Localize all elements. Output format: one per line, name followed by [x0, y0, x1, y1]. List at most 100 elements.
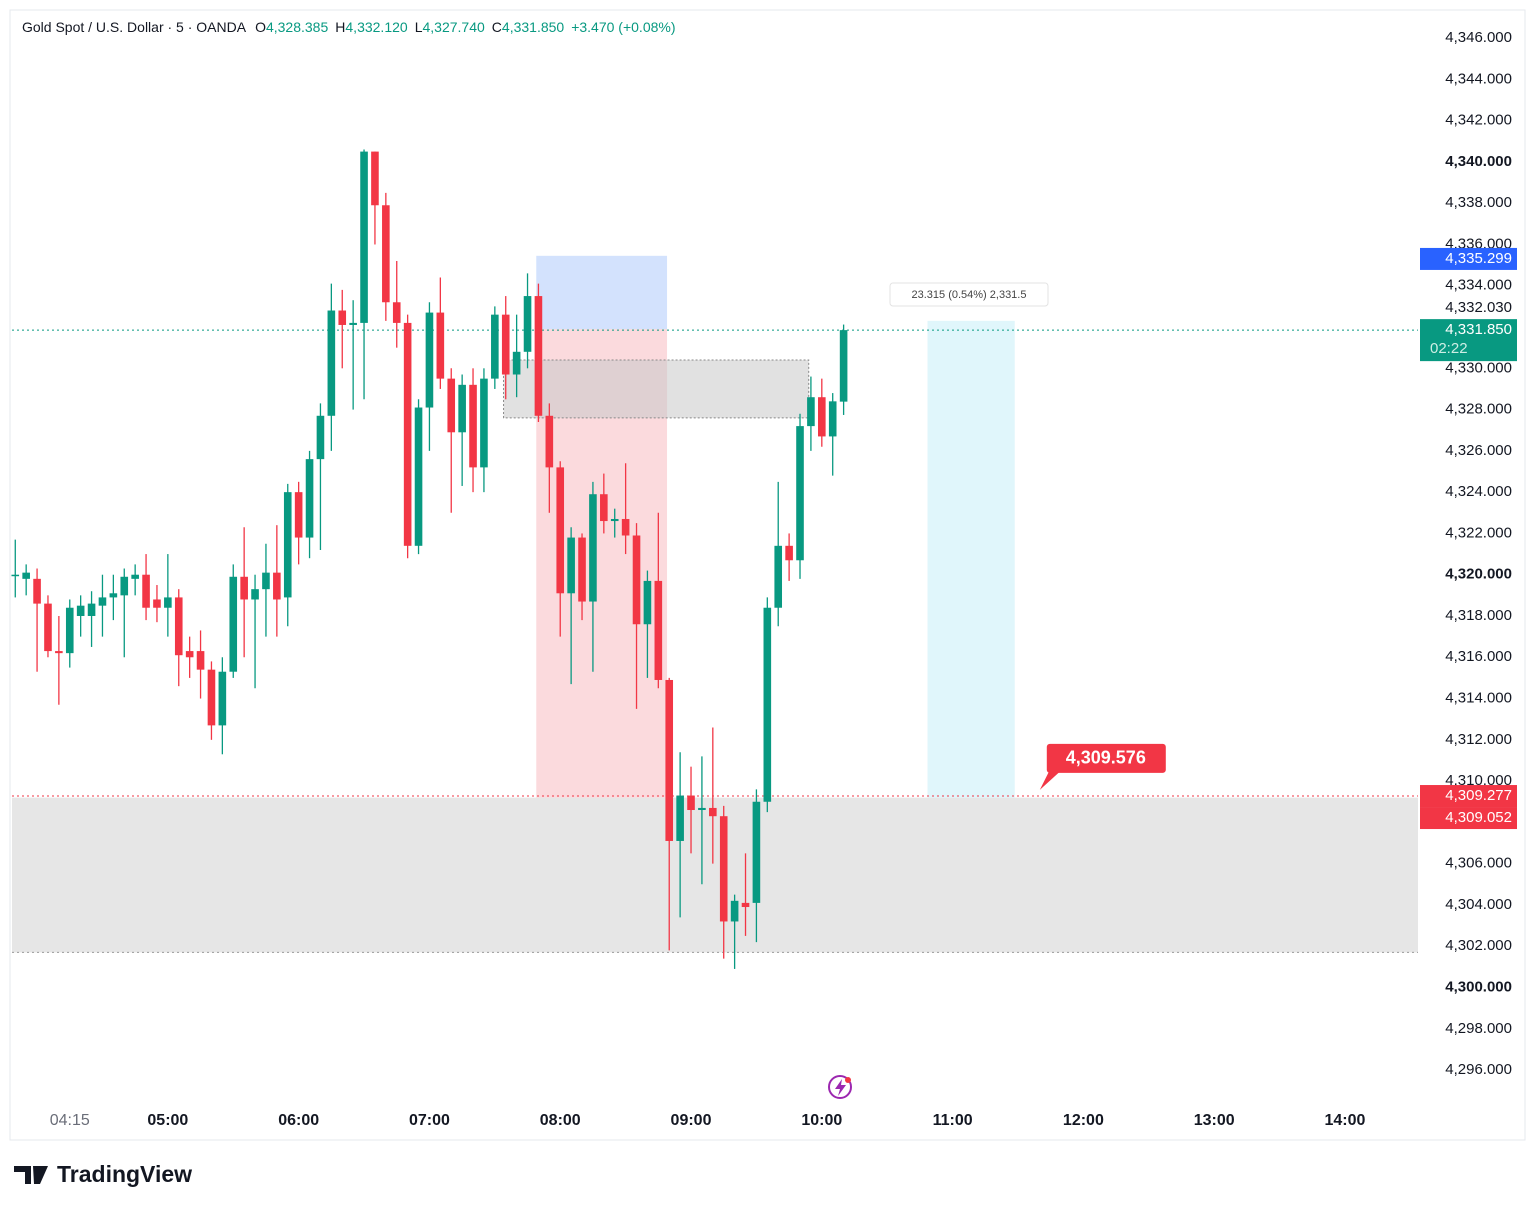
- legend-header: Gold Spot / U.S. Dollar · 5 · OANDA O 4,32…: [22, 19, 683, 35]
- ohlc-key: L: [414, 19, 423, 35]
- candle-body: [22, 572, 30, 579]
- ohlc-key: H: [335, 19, 346, 35]
- price-label-box: [1420, 319, 1517, 362]
- candle-body: [218, 671, 227, 726]
- ohlc-value: 4,331.850: [501, 19, 565, 35]
- candle-body: [512, 351, 521, 375]
- y-tick-label: 4,300.000: [1445, 978, 1512, 995]
- y-tick-label: 4,310.000: [1445, 772, 1512, 789]
- candle-body: [414, 407, 423, 546]
- candle-body: [425, 312, 434, 408]
- candle-body: [589, 494, 597, 602]
- zone: [503, 359, 810, 419]
- candle-body: [458, 384, 466, 433]
- candle-body: [763, 607, 772, 802]
- y-tick-label: 4,298.000: [1445, 1020, 1512, 1037]
- candle-body: [698, 807, 706, 811]
- price-label-box: [1420, 807, 1517, 830]
- candle-body: [501, 314, 510, 375]
- callout-label: 4,309.576: [1066, 748, 1146, 768]
- candle-body: [240, 576, 248, 600]
- y-tick-label: 4,304.000: [1445, 896, 1512, 913]
- candle-body: [828, 401, 837, 437]
- x-tick-label: 13:00: [1194, 1112, 1235, 1129]
- candle-body: [305, 459, 314, 538]
- candle-body: [76, 605, 85, 616]
- candle-body: [556, 467, 565, 594]
- candle-body: [730, 900, 739, 922]
- candle-body: [741, 902, 750, 908]
- candle-body: [109, 593, 118, 598]
- candle-body: [316, 415, 325, 460]
- candle-body: [55, 651, 63, 654]
- candle-body: [196, 651, 205, 670]
- candle-body: [382, 205, 390, 303]
- candle-body: [600, 494, 608, 522]
- ohlc-value: 4,327.740: [422, 19, 485, 35]
- y-tick-label: 4,340.000: [1445, 153, 1512, 170]
- symbol: Gold Spot / U.S. Dollar · 5 · OANDA: [22, 19, 247, 35]
- y-tick-label: 4,324.000: [1445, 483, 1512, 500]
- candle-body: [327, 310, 336, 416]
- candle-body: [654, 580, 663, 680]
- y-tick-label: 4,334.000: [1445, 277, 1512, 294]
- x-tick-label: 11:00: [933, 1112, 973, 1129]
- candle-body: [338, 310, 347, 325]
- candle-body: [98, 597, 107, 606]
- candle-body: [774, 545, 783, 608]
- zone: [536, 255, 668, 330]
- candle-body: [65, 607, 74, 654]
- candle-body: [33, 578, 41, 604]
- brand: TradingView: [14, 1161, 192, 1187]
- candle-body: [294, 492, 303, 538]
- y-tick-label: 4,296.000: [1445, 1061, 1512, 1078]
- y-tick-label: 4,326.000: [1445, 442, 1512, 459]
- candle-body: [839, 330, 848, 402]
- candle-body: [131, 574, 139, 579]
- candle-body: [807, 397, 815, 427]
- candle-body: [229, 576, 238, 672]
- candle-body: [174, 597, 183, 656]
- candle-body: [480, 378, 488, 468]
- ohlc-key: O: [255, 19, 266, 35]
- y-tick-label: 4,306.000: [1445, 855, 1512, 872]
- zone: [12, 797, 1418, 953]
- candle-body: [719, 816, 728, 922]
- candle-body: [752, 801, 761, 903]
- price-label: 4,331.850: [1445, 321, 1512, 338]
- candle-body: [360, 151, 368, 323]
- candle-body: [796, 426, 804, 561]
- measure-label: 23.315 (0.54%) 2,331.5: [889, 282, 1049, 307]
- callout-box: [1046, 743, 1166, 773]
- x-tick-label: 07:00: [409, 1112, 450, 1129]
- candle-body: [491, 314, 499, 379]
- chart-frame: [9, 9, 1526, 1141]
- candle-body: [207, 669, 216, 726]
- price-label-box: [1420, 247, 1517, 270]
- change: +3.470 (+0.08%): [571, 19, 676, 35]
- y-tick-label: 4,330.000: [1445, 359, 1512, 376]
- price-label: 4,335.299: [1445, 250, 1512, 267]
- candle-body: [262, 572, 270, 590]
- candle-body: [251, 589, 259, 600]
- ohlc-key: C: [491, 19, 502, 35]
- candle-body: [632, 535, 641, 625]
- y-tick-label: 4,316.000: [1445, 648, 1512, 665]
- lightning-icon: [828, 1075, 852, 1099]
- price-label-box: [1420, 785, 1517, 808]
- candle-body: [87, 603, 96, 616]
- x-tick-label: 06:00: [278, 1112, 319, 1129]
- y-tick-label: 4,346.000: [1445, 29, 1512, 46]
- candle-body: [818, 397, 826, 437]
- candle-body: [349, 322, 357, 325]
- y-tick-label: 4,312.000: [1445, 731, 1512, 748]
- zone: [927, 320, 1015, 798]
- x-tick-label: 10:00: [801, 1112, 842, 1129]
- candle-body: [392, 302, 401, 323]
- y-tick-label: 4,342.000: [1445, 112, 1512, 129]
- candle-body: [153, 599, 161, 608]
- candle-body: [403, 322, 412, 546]
- price-label: 4,309.277: [1445, 787, 1512, 804]
- candle-body: [567, 537, 575, 594]
